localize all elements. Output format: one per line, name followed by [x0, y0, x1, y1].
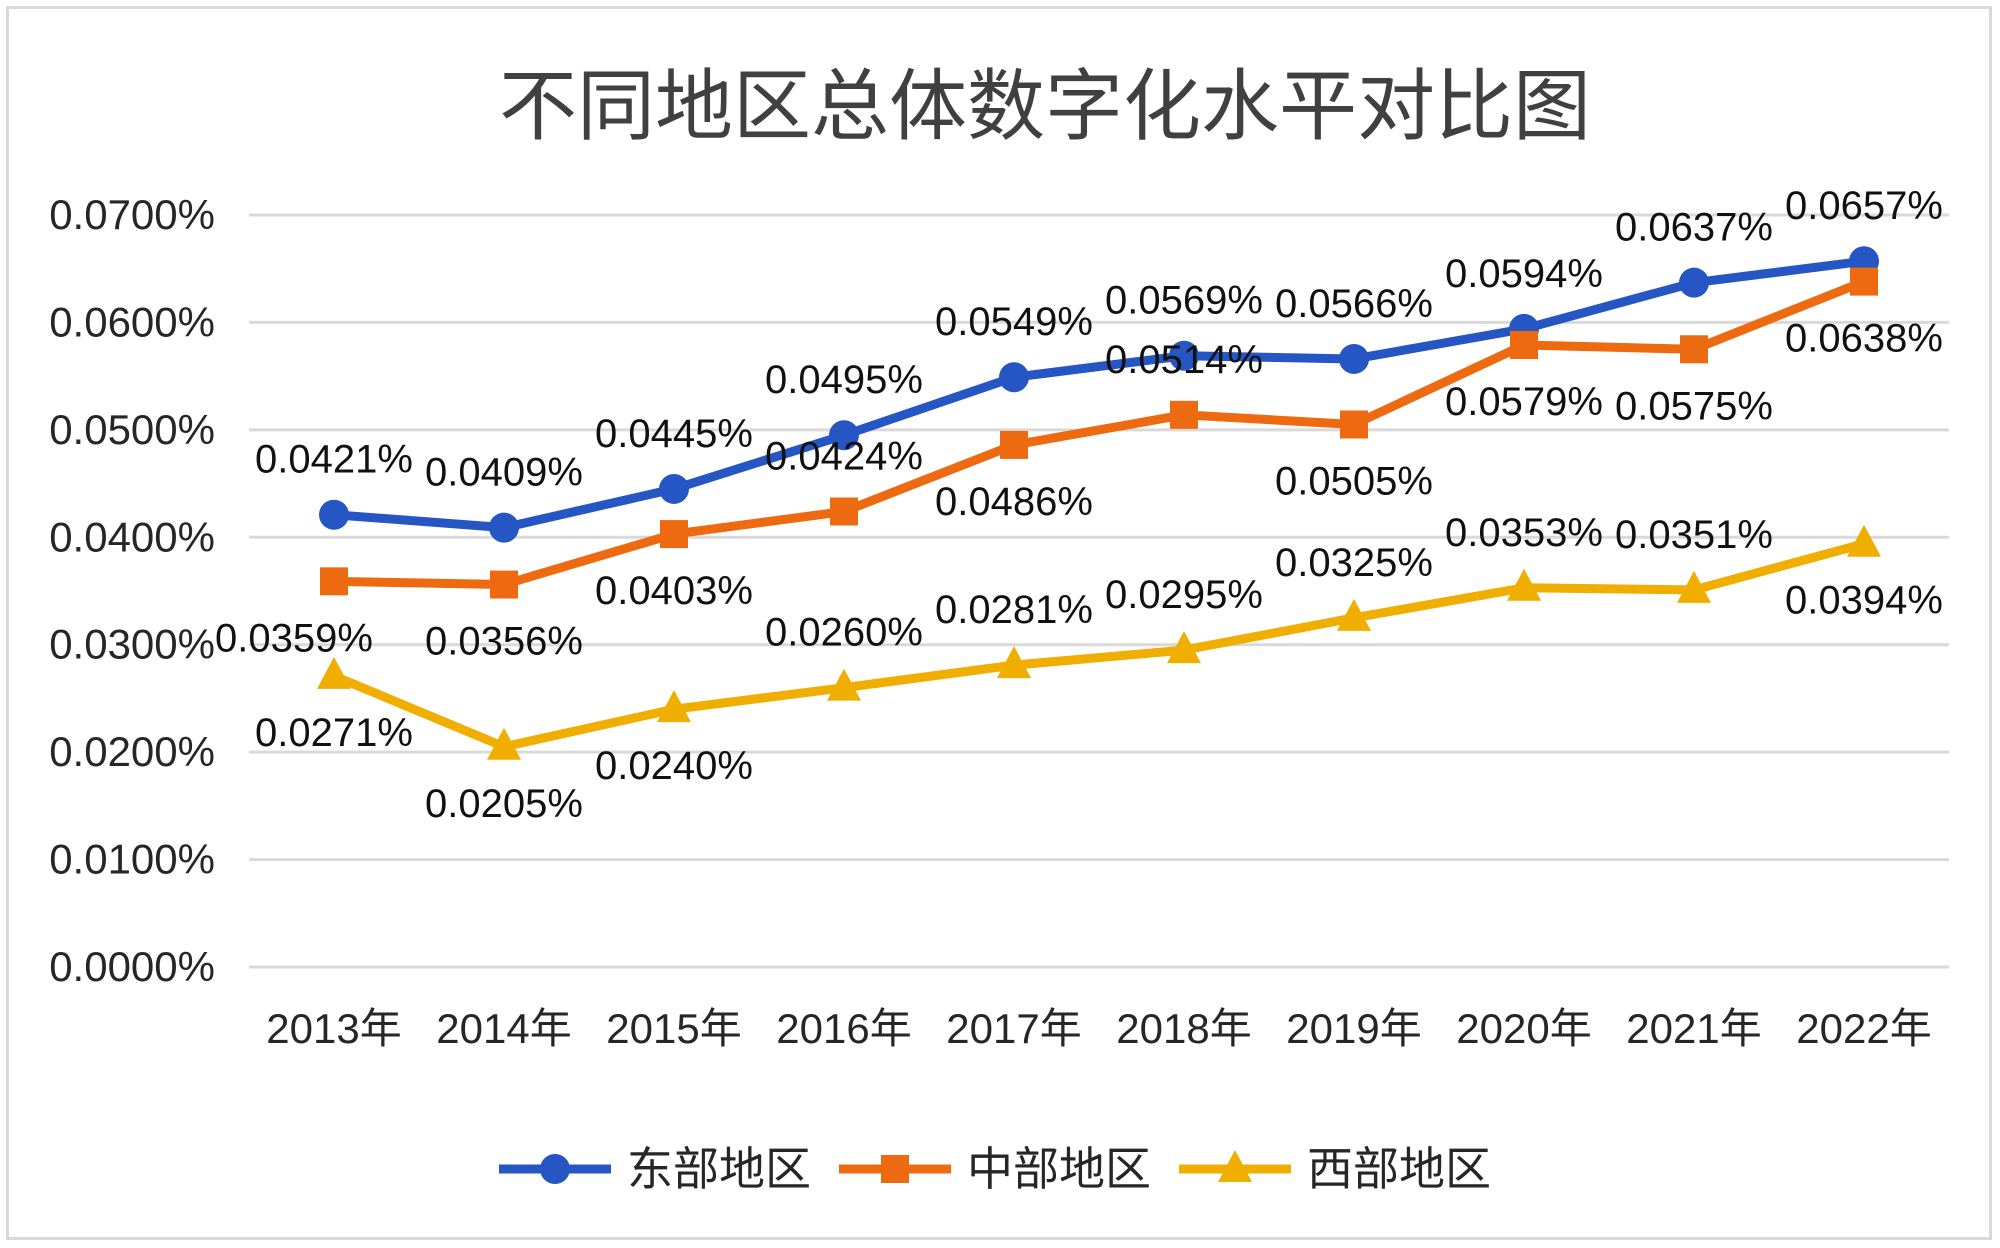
series-1: [319, 246, 1879, 543]
data-point: [660, 520, 688, 549]
x-tick-label: 2019年: [1286, 1005, 1421, 1052]
data-point: [317, 656, 351, 689]
data-point: [1340, 410, 1368, 439]
data-label: 0.0260%: [765, 611, 923, 655]
x-tick-label: 2020年: [1456, 1005, 1591, 1052]
y-tick-label: 0.0100%: [49, 836, 215, 883]
series-3: [317, 524, 1881, 760]
y-tick-label: 0.0700%: [49, 191, 215, 238]
data-label: 0.0295%: [1105, 573, 1263, 617]
legend-item: 中部地区: [839, 1142, 1151, 1196]
legend-marker: [540, 1154, 570, 1184]
series-group: [317, 246, 1881, 760]
legend: 东部地区 中部地区 西部地区: [499, 1142, 1491, 1196]
data-point: [829, 420, 859, 451]
series-line: [329, 539, 1869, 752]
y-tick-label: 0.0300%: [49, 621, 215, 668]
data-point: [1337, 598, 1371, 631]
data-label: 0.0409%: [425, 451, 583, 495]
data-point: [490, 570, 518, 599]
data-point: [1850, 267, 1878, 296]
data-point: [830, 497, 858, 526]
data-label: 0.0549%: [935, 300, 1093, 344]
legend-label: 东部地区: [627, 1142, 811, 1196]
x-tick-label: 2013年: [266, 1005, 401, 1052]
data-label: 0.0579%: [1445, 380, 1603, 424]
data-point: [827, 668, 861, 701]
y-axis-ticks: 0.0000% 0.0100% 0.0200% 0.0300% 0.0400% 0.050…: [49, 191, 215, 990]
data-point: [1000, 430, 1028, 459]
data-point: [1847, 524, 1881, 557]
x-axis-ticks: 2013年 2014年 2015年 2016年 2017年 2018年 2019年 2020年…: [266, 1005, 1931, 1052]
data-label: 0.0271%: [255, 711, 413, 755]
data-label: 0.0486%: [935, 480, 1093, 524]
data-label: 0.0424%: [765, 435, 923, 479]
data-label: 0.0394%: [1785, 579, 1943, 623]
data-labels: 0.0421% 0.0409% 0.0445% 0.0495% 0.0549% 0.056…: [215, 184, 1943, 826]
y-tick-label: 0.0600%: [49, 298, 215, 345]
x-tick-label: 2017年: [946, 1005, 1081, 1052]
x-tick-label: 2016年: [776, 1005, 911, 1052]
y-tick-label: 0.0200%: [49, 728, 215, 775]
data-point: [489, 512, 519, 543]
data-point: [487, 727, 521, 760]
data-label: 0.0637%: [1615, 206, 1773, 250]
data-label: 0.0575%: [1615, 384, 1773, 428]
data-point: [1169, 340, 1199, 371]
legend-marker: [881, 1155, 909, 1183]
data-point: [997, 646, 1031, 679]
data-label: 0.0351%: [1615, 513, 1773, 557]
data-label: 0.0325%: [1275, 541, 1433, 585]
data-label: 0.0205%: [425, 782, 583, 826]
data-point: [657, 690, 691, 723]
data-point: [659, 473, 689, 504]
data-label: 0.0403%: [595, 569, 753, 613]
data-point: [1679, 267, 1709, 298]
series-2: [320, 267, 1878, 599]
data-point: [1167, 631, 1201, 664]
y-tick-label: 0.0000%: [49, 943, 215, 990]
data-label: 0.0505%: [1275, 459, 1433, 503]
x-tick-label: 2021年: [1626, 1005, 1761, 1052]
data-point: [1339, 343, 1369, 374]
y-tick-label: 0.0500%: [49, 406, 215, 453]
x-tick-label: 2022年: [1796, 1005, 1931, 1052]
data-label: 0.0495%: [765, 358, 923, 402]
x-tick-label: 2018年: [1116, 1005, 1251, 1052]
data-point: [1510, 330, 1538, 359]
data-point: [1170, 400, 1198, 429]
data-label: 0.0594%: [1445, 252, 1603, 296]
legend-item: 东部地区: [499, 1142, 811, 1196]
data-label: 0.0353%: [1445, 511, 1603, 555]
line-chart: 不同地区总体数字化水平对比图 0.0000% 0.0100% 0.0200% 0.03…: [49, 62, 1949, 1196]
data-point: [1677, 570, 1711, 603]
chart-title: 不同地区总体数字化水平对比图: [499, 62, 1591, 152]
data-label: 0.0240%: [595, 744, 753, 788]
chart-frame: 不同地区总体数字化水平对比图 0.0000% 0.0100% 0.0200% 0.03…: [6, 6, 1992, 1240]
legend-marker: [1218, 1150, 1252, 1182]
data-point: [319, 499, 349, 530]
x-tick-label: 2015年: [606, 1005, 741, 1052]
data-point: [1680, 335, 1708, 364]
data-label: 0.0281%: [935, 588, 1093, 632]
data-label: 0.0356%: [425, 620, 583, 664]
data-label: 0.0569%: [1105, 279, 1263, 323]
series-line: [329, 256, 1869, 533]
data-label: 0.0566%: [1275, 282, 1433, 326]
data-label: 0.0638%: [1785, 317, 1943, 361]
y-tick-label: 0.0400%: [49, 513, 215, 560]
data-label: 0.0421%: [255, 438, 413, 482]
data-point: [1507, 568, 1541, 601]
data-label: 0.0359%: [215, 616, 373, 660]
legend-label: 西部地区: [1307, 1142, 1491, 1196]
data-point: [999, 362, 1029, 393]
x-tick-label: 2014年: [436, 1005, 571, 1052]
legend-item: 西部地区: [1179, 1142, 1491, 1196]
data-label: 0.0514%: [1105, 338, 1263, 382]
series-line: [329, 277, 1869, 590]
data-label: 0.0657%: [1785, 184, 1943, 228]
legend-label: 中部地区: [967, 1142, 1151, 1196]
data-label: 0.0445%: [595, 412, 753, 456]
data-point: [320, 567, 348, 596]
